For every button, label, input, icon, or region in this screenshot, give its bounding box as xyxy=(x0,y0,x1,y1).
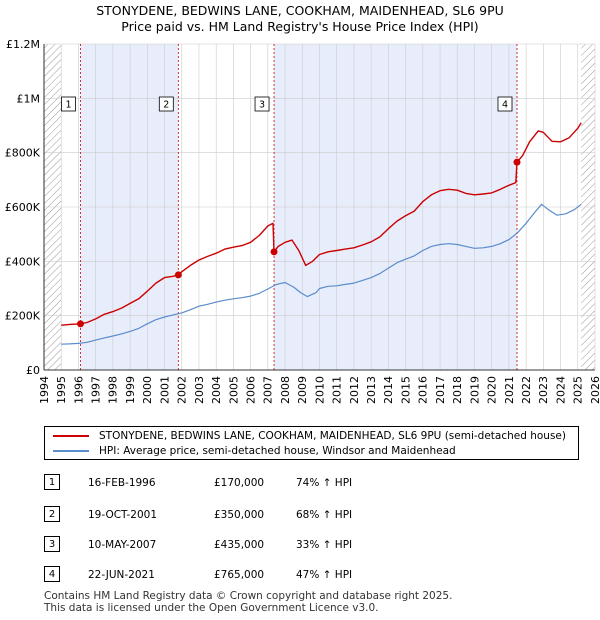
x-tick-label: 2010 xyxy=(313,376,326,404)
x-tick-label: 2012 xyxy=(348,376,361,404)
x-tick-label: 1995 xyxy=(55,376,68,404)
sale-number-box xyxy=(254,96,270,112)
x-tick-label: 2016 xyxy=(417,376,430,404)
x-tick-label: 2001 xyxy=(158,376,171,404)
x-tick-label: 2020 xyxy=(486,376,499,404)
x-tick-label: 2011 xyxy=(331,376,344,404)
sale-number-box xyxy=(158,96,174,112)
x-tick-label: 2018 xyxy=(451,376,464,404)
price-chart: 1 2 3 4 £0 £200K £400K £600K £800K £1M £1.2M 1994 19… xyxy=(5,38,600,404)
legend-swatch-hpi xyxy=(53,450,89,452)
sale-number-badge: 1 xyxy=(44,474,60,490)
y-tick-label: £0 xyxy=(26,364,40,377)
title-line-1: STONYDENE, BEDWINS LANE, COOKHAM, MAIDEN… xyxy=(96,3,504,18)
x-tick-label: 2019 xyxy=(468,376,481,404)
x-tick-label: 2024 xyxy=(554,376,567,404)
y-tick-label: £600K xyxy=(5,201,41,214)
title-line-2: Price paid vs. HM Land Registry's House … xyxy=(121,19,479,34)
sale-point xyxy=(77,320,85,328)
sale-number-badge: 3 xyxy=(44,536,60,552)
sale-number-badge: 2 xyxy=(44,506,60,522)
sale-price: £350,000 xyxy=(214,509,265,521)
x-tick-label: 2023 xyxy=(537,376,550,404)
sale-price: £170,000 xyxy=(214,477,265,489)
footer-line-2: This data is licensed under the Open Gov… xyxy=(44,602,379,614)
x-tick-label: 1997 xyxy=(90,376,103,404)
x-tick-label: 2015 xyxy=(399,376,412,404)
property-price-line xyxy=(61,122,582,326)
x-tick-label: 2005 xyxy=(227,376,240,404)
y-tick-label: £400K xyxy=(5,255,41,268)
sale-row: 3 10-MAY-2007 £435,000 33% ↑ HPI xyxy=(44,536,584,554)
sale-row: 1 16-FEB-1996 £170,000 74% ↑ HPI xyxy=(44,474,584,492)
sale-number-label: 2 xyxy=(163,100,169,111)
sale-number-box xyxy=(61,96,76,112)
x-tick-label: 2021 xyxy=(503,376,516,404)
y-tick-label: £1.2M xyxy=(6,38,40,51)
x-tick-label: 2000 xyxy=(141,376,154,404)
x-tick-label: 2022 xyxy=(520,376,533,404)
legend-label-property: STONYDENE, BEDWINS LANE, COOKHAM, MAIDEN… xyxy=(99,430,566,442)
sale-number-badge: 4 xyxy=(44,566,60,582)
sale-hpi-change: 68% ↑ HPI xyxy=(296,509,353,521)
y-tick-label: £800K xyxy=(5,147,41,160)
x-tick-label: 2002 xyxy=(176,376,189,404)
x-tick-label: 2014 xyxy=(382,376,395,404)
sale-number-label: 3 xyxy=(259,100,265,111)
sale-price: £765,000 xyxy=(214,569,265,581)
x-tick-label: 2007 xyxy=(262,376,275,404)
legend-label-hpi: HPI: Average price, semi-detached house,… xyxy=(99,445,456,457)
x-tick-label: 1999 xyxy=(124,376,137,404)
x-tick-label: 1994 xyxy=(38,376,51,404)
legend-entry-hpi: HPI: Average price, semi-detached house,… xyxy=(53,444,456,458)
sale-number-box xyxy=(497,96,513,112)
sale-hpi-change: 47% ↑ HPI xyxy=(296,569,353,581)
sale-price: £435,000 xyxy=(214,539,265,551)
chart-title: STONYDENE, BEDWINS LANE, COOKHAM, MAIDEN… xyxy=(0,3,600,35)
x-tick-label: 2017 xyxy=(434,376,447,404)
sale-number-label: 1 xyxy=(65,100,71,111)
x-tick-label: 2004 xyxy=(210,376,223,404)
x-tick-label: 2003 xyxy=(193,376,206,404)
legend-entry-property: STONYDENE, BEDWINS LANE, COOKHAM, MAIDEN… xyxy=(53,429,566,443)
sale-date: 10-MAY-2007 xyxy=(88,539,157,551)
x-tick-label: 2008 xyxy=(279,376,292,404)
sale-hpi-change: 33% ↑ HPI xyxy=(296,539,353,551)
sale-row: 2 19-OCT-2001 £350,000 68% ↑ HPI xyxy=(44,506,584,524)
footer: Contains HM Land Registry data © Crown c… xyxy=(44,590,452,614)
sale-date: 22-JUN-2021 xyxy=(88,569,155,581)
sale-row: 4 22-JUN-2021 £765,000 47% ↑ HPI xyxy=(44,566,584,584)
x-tick-label: 2009 xyxy=(296,376,309,404)
x-tick-label: 1998 xyxy=(107,376,120,404)
sale-point xyxy=(513,158,521,166)
legend-swatch-property xyxy=(53,435,89,437)
y-tick-label: £200K xyxy=(5,310,41,323)
sale-date: 19-OCT-2001 xyxy=(88,509,157,521)
legend: STONYDENE, BEDWINS LANE, COOKHAM, MAIDEN… xyxy=(44,426,579,460)
sale-point xyxy=(174,271,182,279)
y-tick-label: £1M xyxy=(17,92,41,105)
sale-point xyxy=(270,248,278,256)
footer-line-1: Contains HM Land Registry data © Crown c… xyxy=(44,590,453,602)
sale-number-label: 4 xyxy=(502,100,508,111)
x-tick-label: 2026 xyxy=(589,376,600,404)
x-tick-label: 2013 xyxy=(365,376,378,404)
sale-hpi-change: 74% ↑ HPI xyxy=(296,477,353,489)
x-tick-label: 2006 xyxy=(244,376,257,404)
hpi-line xyxy=(61,203,582,345)
x-tick-label: 1996 xyxy=(72,376,85,404)
x-tick-label: 2025 xyxy=(572,376,585,404)
sale-date: 16-FEB-1996 xyxy=(88,477,156,489)
